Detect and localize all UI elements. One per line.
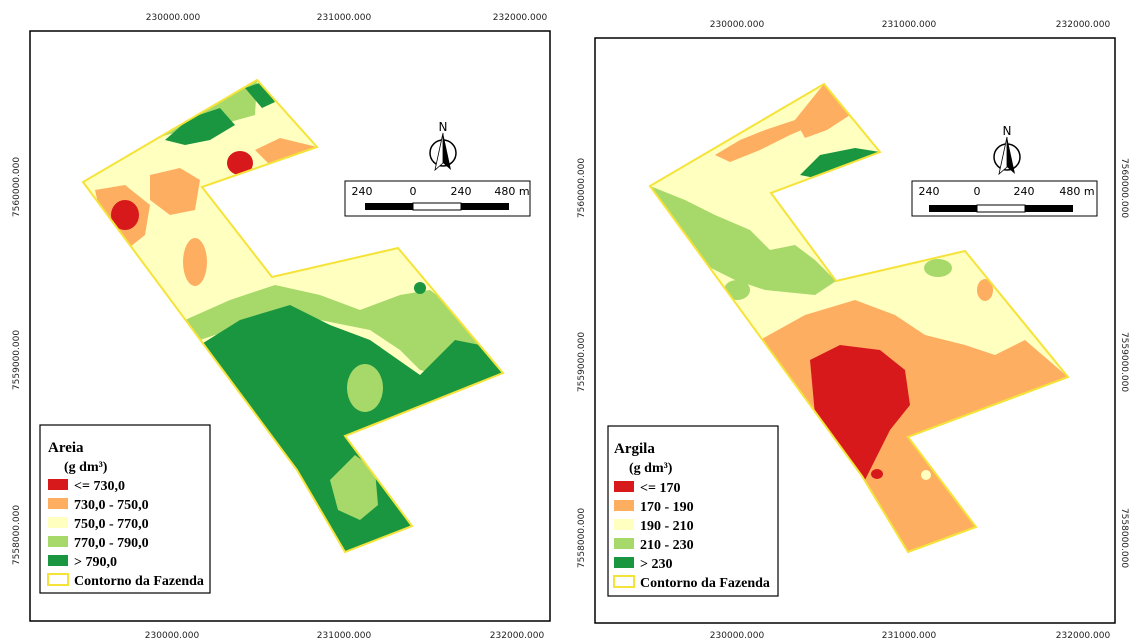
map-panel-argila: 230000.000 231000.000 232000.000 230000.… — [565, 0, 1130, 642]
x-tick-top: 230000.000 — [146, 13, 201, 23]
x-tick-bottom: 230000.000 — [710, 631, 765, 641]
legend-label: <= 170 — [640, 481, 680, 496]
north-arrow-icon: N — [429, 120, 457, 172]
legend-swatch-outline — [613, 575, 635, 588]
legend-swatch — [48, 498, 68, 509]
x-tick-top: 230000.000 — [710, 20, 765, 30]
svg-text:0: 0 — [410, 185, 417, 198]
x-tick-bottom: 232000.000 — [490, 631, 545, 641]
x-tick-top: 231000.000 — [317, 13, 372, 23]
legend-swatch — [614, 500, 634, 511]
x-tick-top: 232000.000 — [493, 13, 548, 23]
x-tick-bottom: 230000.000 — [145, 631, 200, 641]
legend-swatch-outline — [47, 573, 69, 586]
legend-label: 190 - 210 — [640, 519, 694, 534]
legend-swatch — [614, 519, 634, 530]
map-argila: 230000.000 231000.000 232000.000 230000.… — [577, 20, 1129, 641]
legend-label: Contorno da Fazenda — [640, 576, 770, 591]
svg-text:0: 0 — [974, 185, 981, 198]
legend-swatch — [614, 557, 634, 568]
map-panel-areia: 230000.000 231000.000 232000.000 230000.… — [12, 13, 551, 641]
legend-swatch — [48, 536, 68, 547]
legend-swatch — [48, 517, 68, 528]
legend-swatch — [614, 538, 634, 549]
legend: Areia (g dm³) <= 730,0 730,0 - 750,0 750… — [39, 424, 211, 594]
legend-unit: (g dm³) — [629, 461, 673, 476]
north-arrow-icon: N — [993, 124, 1021, 176]
y-tick-left: 7559000.000 — [577, 332, 587, 392]
legend: Argila (g dm³) <= 170 170 - 190 190 - 21… — [607, 425, 779, 597]
svg-text:240: 240 — [451, 185, 472, 198]
x-tick-top: 232000.000 — [1056, 20, 1111, 30]
x-tick-top: 231000.000 — [882, 20, 937, 30]
map-frame — [29, 30, 551, 622]
legend-unit: (g dm³) — [64, 460, 108, 475]
scale-bar: 240 0 240 480 m — [344, 180, 531, 217]
legend-label: 750,0 - 770,0 — [74, 517, 149, 532]
legend-swatch — [48, 555, 68, 566]
y-tick-left: 7560000.000 — [12, 157, 22, 217]
svg-text:240: 240 — [352, 185, 373, 198]
x-tick-bottom: 231000.000 — [317, 631, 372, 641]
y-tick-left: 7558000.000 — [577, 508, 587, 568]
svg-text:480 m: 480 m — [494, 185, 529, 198]
legend-title: Areia — [48, 440, 84, 456]
legend-swatch — [614, 481, 634, 492]
x-tick-bottom: 231000.000 — [882, 631, 937, 641]
y-tick-right: 7558000.000 — [1119, 508, 1129, 568]
svg-text:N: N — [1003, 124, 1012, 138]
farm-outline — [648, 82, 1070, 554]
svg-text:480 m: 480 m — [1059, 185, 1094, 198]
legend-label: Contorno da Fazenda — [74, 574, 204, 589]
map-areia: 230000.000 231000.000 232000.000 230000.… — [12, 13, 551, 641]
legend-label: > 790,0 — [74, 555, 117, 570]
legend-label: 170 - 190 — [640, 500, 694, 515]
farm-outline — [81, 78, 505, 554]
y-tick-left: 7558000.000 — [12, 505, 22, 565]
legend-label: <= 730,0 — [74, 479, 125, 494]
map-frame — [594, 37, 1116, 624]
legend-label: 210 - 230 — [640, 538, 694, 553]
x-tick-bottom: 232000.000 — [1056, 631, 1111, 641]
legend-title: Argila — [614, 441, 655, 457]
y-tick-left: 7559000.000 — [12, 330, 22, 390]
svg-text:240: 240 — [919, 185, 940, 198]
svg-text:240: 240 — [1014, 185, 1035, 198]
y-tick-right: 7559000.000 — [1119, 332, 1129, 392]
y-tick-left: 7560000.000 — [577, 158, 587, 218]
scale-bar: 240 0 240 480 m — [911, 180, 1098, 217]
y-tick-right: 7560000.000 — [1119, 158, 1129, 218]
legend-label: 770,0 - 790,0 — [74, 536, 149, 551]
legend-label: > 230 — [640, 557, 672, 572]
svg-text:N: N — [439, 120, 448, 134]
legend-label: 730,0 - 750,0 — [74, 498, 149, 513]
legend-swatch — [48, 479, 68, 490]
